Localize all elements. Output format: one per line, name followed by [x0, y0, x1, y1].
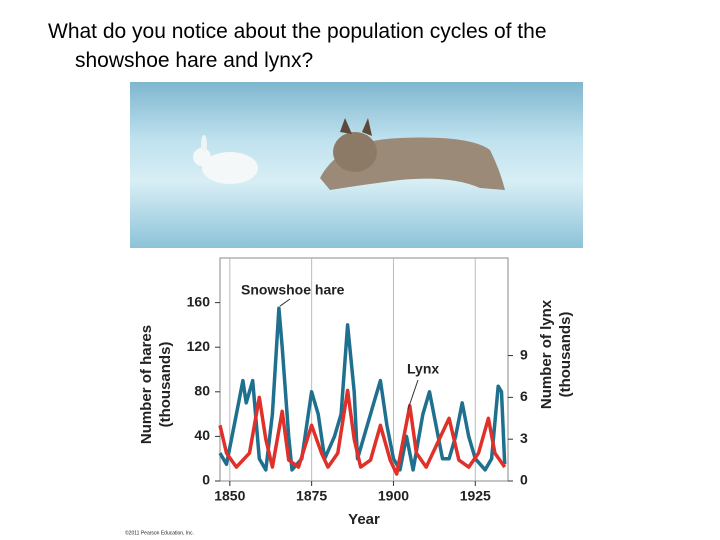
series-line [218, 306, 507, 472]
x-tick-label: 1900 [378, 488, 409, 504]
annotation-pointer [279, 298, 291, 307]
y2-axis-title: Number of lynx [538, 299, 555, 409]
y2-tick-label: 6 [520, 388, 528, 404]
y-tick-label: 160 [187, 293, 211, 309]
series-label: Lynx [407, 361, 439, 377]
y-axis-title: Number of hares [138, 325, 155, 444]
y-tick-label: 40 [194, 427, 210, 443]
x-axis-title: Year [348, 511, 380, 528]
y-tick-label: 120 [187, 338, 211, 354]
y-tick-label: 80 [194, 383, 210, 399]
y2-tick-label: 9 [520, 346, 528, 362]
y2-tick-label: 3 [520, 430, 528, 446]
plot-area [219, 257, 509, 482]
x-tick-label: 1875 [296, 488, 327, 504]
series-line [218, 388, 507, 476]
y-axis-title: (thousands) [157, 342, 174, 428]
photo [130, 82, 583, 248]
y-tick-label: 0 [202, 472, 210, 488]
annotation-pointer [407, 379, 419, 410]
y2-tick-label: 0 [520, 472, 528, 488]
copyright: ©2011 Pearson Education, Inc. [125, 529, 194, 536]
x-tick-label: 1850 [214, 488, 245, 504]
x-tick-label: 1925 [460, 488, 491, 504]
series-label: Snowshoe hare [241, 282, 345, 298]
question: What do you notice about the population … [48, 20, 547, 72]
y2-axis-title: (thousands) [557, 312, 574, 398]
